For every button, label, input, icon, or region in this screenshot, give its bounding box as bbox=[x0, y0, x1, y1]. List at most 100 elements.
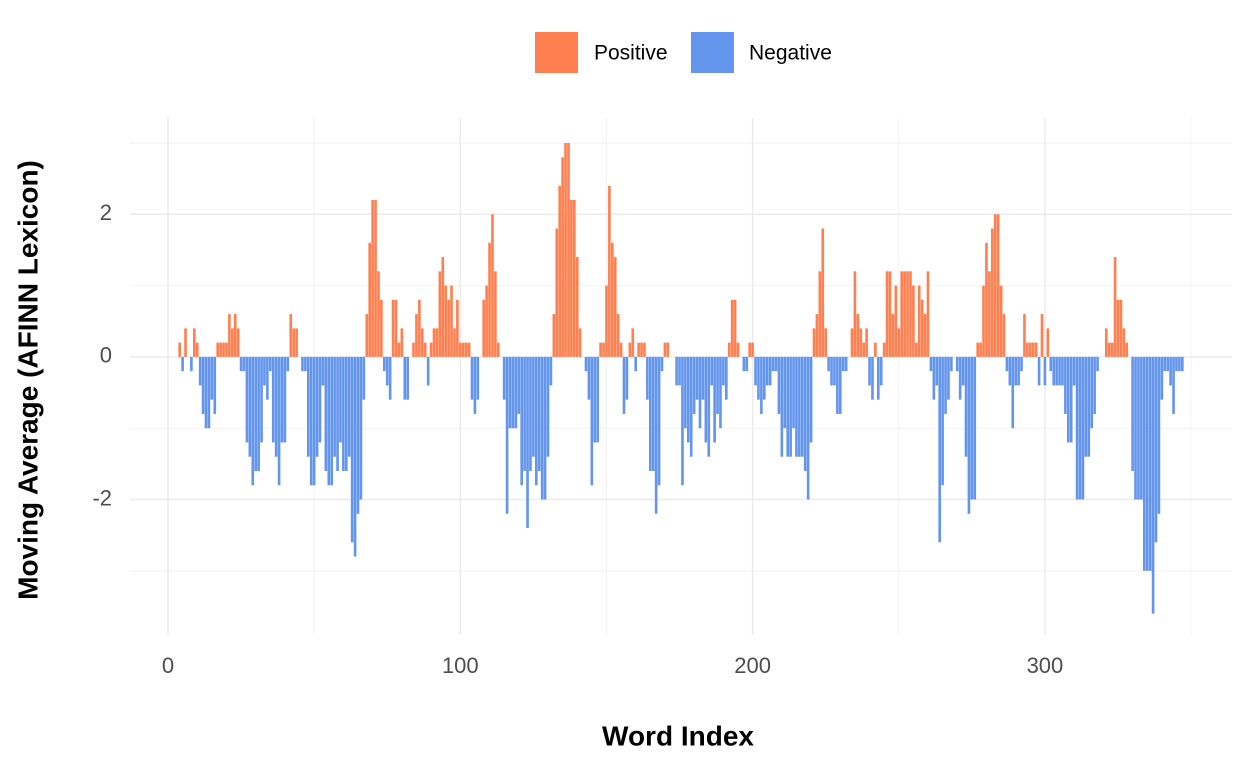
bar bbox=[613, 257, 617, 357]
bar bbox=[1119, 299, 1123, 357]
bar bbox=[1058, 356, 1061, 386]
bar bbox=[228, 314, 231, 357]
y-tick-label: -2 bbox=[92, 485, 112, 510]
bar bbox=[961, 356, 965, 386]
bar bbox=[900, 271, 904, 357]
bar bbox=[935, 356, 939, 386]
bar bbox=[514, 356, 518, 429]
bar bbox=[777, 356, 781, 414]
bar bbox=[181, 356, 184, 372]
bar bbox=[944, 356, 947, 414]
bar bbox=[309, 356, 313, 486]
bar bbox=[1043, 356, 1047, 386]
x-tick-label: 0 bbox=[162, 653, 174, 678]
bar bbox=[450, 285, 453, 357]
bar bbox=[976, 342, 980, 357]
bar bbox=[745, 356, 749, 372]
bar bbox=[1110, 342, 1114, 357]
bar bbox=[552, 314, 556, 357]
bar bbox=[400, 328, 404, 357]
bar bbox=[1084, 356, 1088, 457]
bar bbox=[809, 356, 813, 443]
bar bbox=[698, 356, 702, 429]
bar bbox=[1040, 314, 1044, 357]
bar bbox=[1052, 356, 1056, 386]
bar bbox=[897, 328, 901, 357]
bar bbox=[526, 356, 529, 529]
bar bbox=[792, 356, 795, 429]
bar bbox=[178, 342, 182, 357]
bar bbox=[765, 356, 769, 386]
bar bbox=[903, 271, 906, 357]
bar bbox=[917, 285, 921, 357]
bar bbox=[695, 356, 699, 400]
bar bbox=[268, 356, 272, 372]
bar bbox=[742, 356, 746, 372]
bar bbox=[324, 356, 328, 471]
bar bbox=[347, 356, 351, 457]
bar bbox=[1075, 356, 1079, 500]
bar bbox=[800, 356, 804, 457]
bar bbox=[198, 356, 202, 386]
bar bbox=[926, 271, 930, 357]
bar bbox=[245, 356, 249, 443]
bar bbox=[280, 356, 284, 443]
bar bbox=[190, 356, 193, 372]
bar bbox=[1140, 356, 1143, 500]
bar bbox=[996, 214, 1000, 357]
bar bbox=[719, 356, 722, 429]
bar bbox=[380, 299, 383, 357]
bar bbox=[874, 342, 877, 357]
bar bbox=[824, 328, 828, 357]
bar bbox=[628, 342, 632, 357]
bar bbox=[929, 356, 933, 372]
bar bbox=[803, 356, 807, 471]
bar bbox=[382, 356, 386, 372]
bar bbox=[511, 356, 515, 429]
bar bbox=[1113, 257, 1117, 357]
bar bbox=[391, 299, 395, 357]
bar bbox=[304, 356, 307, 372]
bar bbox=[397, 342, 401, 357]
x-tick-label: 100 bbox=[442, 653, 479, 678]
bar bbox=[648, 356, 652, 471]
bar bbox=[306, 356, 310, 457]
bar bbox=[286, 356, 290, 372]
bar bbox=[461, 342, 465, 357]
bar bbox=[561, 157, 564, 357]
bar bbox=[681, 356, 684, 486]
bar bbox=[1148, 356, 1152, 571]
bar bbox=[727, 342, 731, 357]
bar bbox=[505, 356, 509, 514]
bar bbox=[865, 328, 868, 357]
bar bbox=[736, 342, 740, 357]
bar bbox=[274, 356, 278, 457]
bar bbox=[508, 356, 512, 429]
bar bbox=[374, 200, 377, 357]
bar bbox=[412, 342, 415, 357]
bar bbox=[1107, 342, 1111, 357]
bar bbox=[532, 356, 535, 457]
bar bbox=[339, 356, 342, 443]
bar bbox=[833, 356, 836, 386]
bar bbox=[973, 356, 977, 500]
bar bbox=[251, 356, 255, 486]
bar bbox=[827, 356, 830, 372]
bar bbox=[1008, 356, 1012, 386]
bar bbox=[575, 257, 579, 357]
bar bbox=[938, 356, 942, 543]
bar bbox=[1014, 356, 1018, 386]
bar bbox=[219, 342, 222, 357]
bar bbox=[432, 328, 436, 357]
bar bbox=[204, 356, 208, 429]
bar bbox=[724, 356, 728, 400]
bar bbox=[646, 356, 649, 400]
bar bbox=[315, 356, 319, 457]
bar bbox=[844, 356, 848, 372]
bar bbox=[1078, 356, 1082, 500]
bar bbox=[947, 356, 950, 400]
bar bbox=[1005, 356, 1009, 372]
bar bbox=[570, 200, 573, 357]
bar bbox=[277, 356, 281, 486]
bar bbox=[239, 356, 243, 372]
